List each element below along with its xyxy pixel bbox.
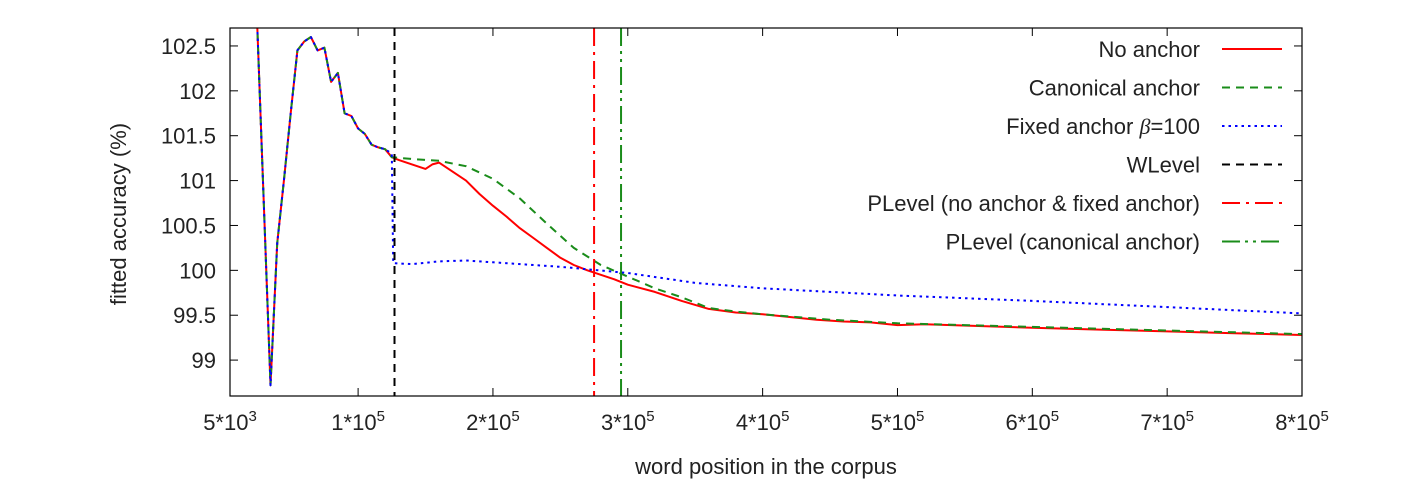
legend-label: Fixed anchor β=100: [1006, 114, 1200, 139]
x-axis-title: word position in the corpus: [634, 454, 897, 479]
y-tick-label: 102: [179, 79, 216, 104]
x-tick-label: 7*105: [1140, 408, 1194, 435]
x-tick-label: 1*105: [331, 408, 385, 435]
y-axis-title: fitted accuracy (%): [106, 123, 131, 305]
series-line-3: [256, 28, 1302, 387]
x-tick-label: 5*103: [203, 408, 257, 435]
x-tick-label: 5*105: [871, 408, 925, 435]
x-tick-label: 6*105: [1006, 408, 1060, 435]
x-tick-label: 4*105: [736, 408, 790, 435]
x-tick-label: 2*105: [466, 408, 520, 435]
y-tick-label: 100: [179, 258, 216, 283]
legend-label: PLevel (no anchor & fixed anchor): [867, 191, 1200, 216]
y-tick-label: 101: [179, 169, 216, 194]
legend-label: Canonical anchor: [1029, 76, 1200, 101]
y-tick-label: 101.5: [161, 124, 216, 149]
y-tick-label: 99: [192, 348, 216, 373]
legend: No anchor Canonical anchor Fixed anchor β=…: [867, 37, 1282, 255]
axes: 5*103 1*105 2*105 3*105 4*105 5*105 6*105 7*105…: [161, 27, 1329, 435]
y-tick-label: 99.5: [173, 303, 216, 328]
legend-label: WLevel: [1127, 153, 1200, 178]
legend-label: PLevel (canonical anchor): [946, 230, 1200, 255]
x-tick-label: 3*105: [601, 408, 655, 435]
x-tick-label: 8*105: [1275, 408, 1329, 435]
y-tick-label: 100.5: [161, 213, 216, 238]
series-line-2: [256, 28, 1302, 387]
legend-label: No anchor: [1098, 37, 1200, 62]
plot-frame: [229, 27, 1303, 397]
y-tick-label: 102.5: [161, 34, 216, 59]
plot-area: [256, 28, 1302, 396]
